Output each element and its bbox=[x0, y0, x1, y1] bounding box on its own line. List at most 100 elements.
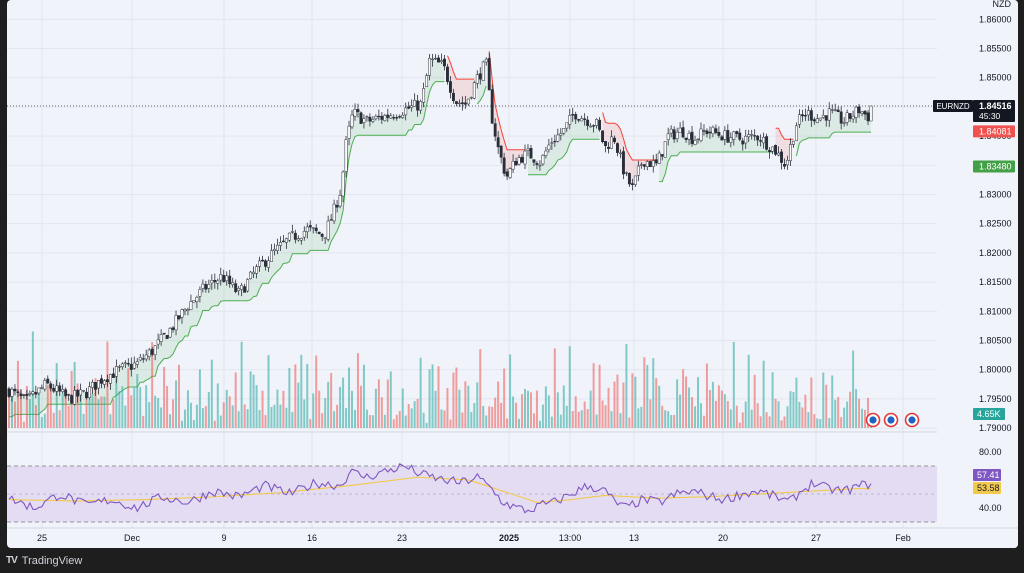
supertrend-up-badge bbox=[973, 125, 1015, 138]
volume-bar bbox=[362, 364, 365, 428]
candle-body-down bbox=[642, 164, 646, 167]
volume-bar bbox=[79, 394, 82, 428]
supertrend-fill bbox=[602, 112, 657, 185]
volume-bar bbox=[750, 409, 753, 428]
candle-body-down bbox=[126, 363, 130, 365]
candle-body-up bbox=[428, 58, 432, 76]
volume-bar bbox=[61, 393, 64, 428]
event-marker-dot bbox=[887, 416, 895, 424]
volume-bar bbox=[52, 412, 55, 428]
currency-label: NZD bbox=[993, 0, 1012, 9]
volume-bar bbox=[22, 421, 25, 428]
candle bbox=[153, 345, 157, 361]
candle-body-up bbox=[624, 172, 628, 174]
candle-body-down bbox=[177, 315, 181, 320]
candle-body-up bbox=[431, 58, 434, 61]
candle-body-up bbox=[350, 114, 354, 128]
candle bbox=[672, 126, 676, 143]
volume-bar bbox=[604, 405, 607, 428]
candle-body-down bbox=[702, 130, 706, 132]
candle bbox=[669, 125, 673, 138]
candle-body-up bbox=[842, 122, 846, 124]
candle bbox=[117, 364, 121, 372]
earnings-icon[interactable] bbox=[904, 412, 920, 428]
volume-bar bbox=[291, 412, 294, 428]
supertrend-line bbox=[476, 85, 487, 105]
volume-bar bbox=[526, 390, 529, 428]
volume-bar bbox=[864, 409, 867, 428]
earnings-icon[interactable] bbox=[865, 412, 881, 428]
candle bbox=[61, 384, 65, 394]
candle bbox=[201, 279, 205, 293]
volume-bar bbox=[485, 415, 488, 428]
time-axis[interactable]: 25 Dec 9 16 23 2025 13:00 13 20 27 Feb bbox=[7, 527, 1018, 543]
volume-bar bbox=[667, 411, 670, 428]
candle-body-up bbox=[723, 130, 727, 140]
volume-bar bbox=[368, 415, 371, 428]
candle-body-down bbox=[529, 148, 533, 159]
candle bbox=[741, 137, 745, 151]
candle bbox=[824, 115, 828, 127]
volume-bar bbox=[461, 412, 464, 428]
candle bbox=[91, 379, 94, 394]
candle-body-up bbox=[610, 136, 613, 149]
candle-body-up bbox=[457, 102, 461, 105]
volume-bar bbox=[446, 387, 449, 428]
volume-bar bbox=[410, 408, 413, 428]
candle-body-down bbox=[58, 385, 62, 392]
candle bbox=[219, 267, 223, 286]
earnings-icon[interactable] bbox=[883, 412, 899, 428]
candle bbox=[377, 109, 381, 121]
candle-body-up bbox=[744, 135, 748, 144]
volume-bar bbox=[342, 377, 345, 428]
symbol-label: EURNZD bbox=[936, 102, 970, 111]
volume-bar bbox=[783, 416, 786, 428]
candle bbox=[192, 300, 196, 303]
candle bbox=[607, 142, 610, 154]
volume-bar bbox=[127, 368, 130, 428]
candle bbox=[851, 110, 855, 123]
candle-body-up bbox=[61, 389, 65, 392]
candle-body-up bbox=[338, 195, 342, 207]
candle-body-up bbox=[114, 366, 118, 377]
candle bbox=[332, 199, 336, 224]
supertrend-line bbox=[528, 138, 600, 176]
candle-body-up bbox=[786, 160, 789, 166]
volume-bar bbox=[541, 404, 544, 428]
candle bbox=[472, 80, 476, 100]
rsi-value-badge bbox=[973, 469, 1001, 481]
volume-bar bbox=[324, 398, 327, 428]
candle-body-down bbox=[502, 157, 506, 174]
candle bbox=[678, 122, 682, 133]
candle bbox=[863, 110, 867, 120]
supertrend-line bbox=[659, 151, 773, 183]
tradingview-logo-icon: TV bbox=[6, 555, 18, 566]
volume-bar bbox=[100, 396, 103, 428]
candle-body-up bbox=[797, 114, 801, 125]
price-axis[interactable]: NZD1.860001.855001.850001.845001.840001.… bbox=[933, 0, 1018, 548]
volume-bar bbox=[339, 386, 342, 428]
candle bbox=[440, 53, 443, 64]
candle bbox=[290, 224, 294, 234]
tradingview-logo[interactable]: TV TradingView bbox=[6, 555, 82, 567]
volume-bar bbox=[37, 393, 40, 428]
candle-body-up bbox=[845, 112, 849, 123]
candle-body-up bbox=[508, 168, 512, 178]
volume-bar bbox=[619, 413, 622, 428]
candle bbox=[52, 383, 56, 393]
chart-panel[interactable]: NZD1.860001.855001.850001.845001.840001.… bbox=[7, 0, 1018, 548]
volume-bar bbox=[154, 395, 157, 428]
event-markers[interactable] bbox=[865, 412, 920, 428]
volume-bar bbox=[19, 390, 22, 428]
candle bbox=[168, 327, 172, 339]
candle bbox=[428, 53, 432, 81]
volume-bar bbox=[580, 410, 583, 428]
candle-body-up bbox=[383, 115, 387, 121]
candle bbox=[780, 148, 783, 170]
candle-body-down bbox=[22, 394, 26, 396]
candle bbox=[311, 227, 315, 234]
volume-bar bbox=[792, 392, 795, 428]
chart-svg[interactable]: NZD1.860001.855001.850001.845001.840001.… bbox=[7, 0, 1018, 548]
volume-bar bbox=[577, 411, 580, 428]
candle-body-down bbox=[824, 115, 828, 121]
